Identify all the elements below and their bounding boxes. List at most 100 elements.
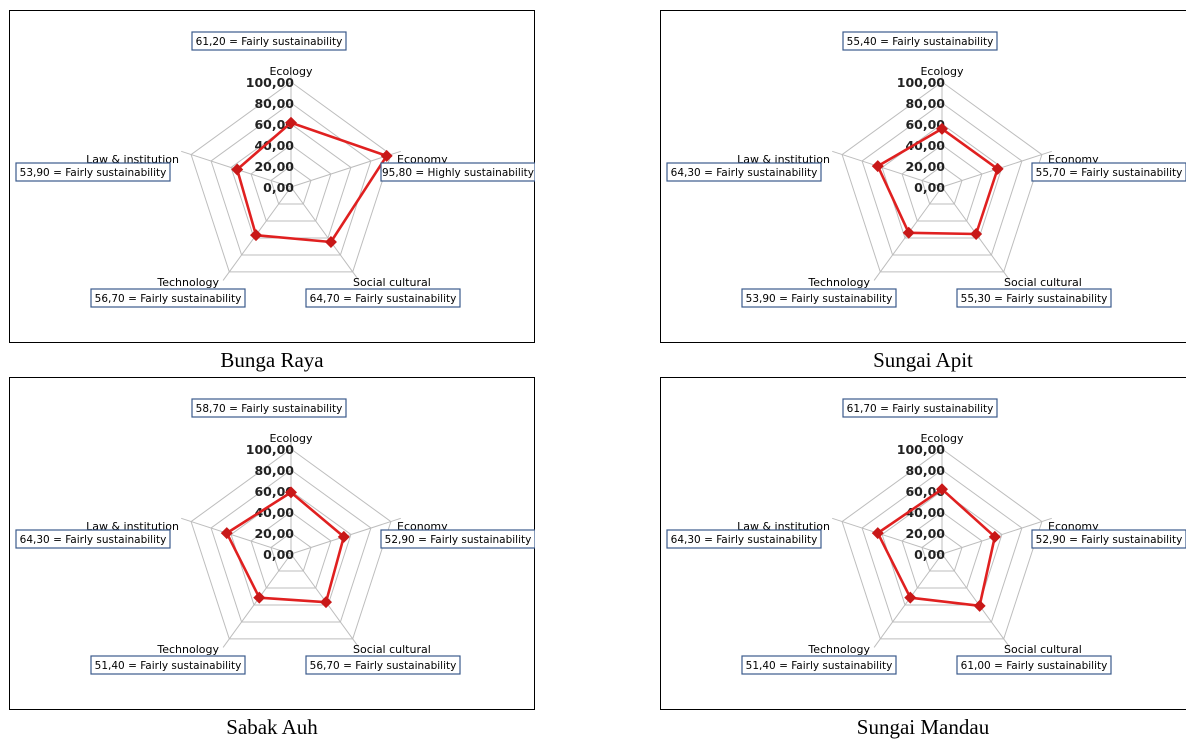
value-label-box: 61,70 = Fairly sustainability — [842, 398, 998, 418]
grid-spoke — [941, 553, 1011, 648]
value-label-box: 61,00 = Fairly sustainability — [956, 655, 1112, 675]
value-label-text: 53,90 = Fairly sustainability — [746, 293, 893, 305]
axis-label: Social cultural — [1004, 643, 1082, 656]
grid-ring — [250, 511, 332, 589]
tick-label: 0,00 — [263, 180, 294, 195]
tick-label: 40,00 — [254, 138, 294, 153]
axis-label: Ecology — [269, 65, 312, 78]
data-point-marker — [936, 122, 948, 135]
grid-ring — [921, 165, 963, 205]
tick-label: 60,00 — [905, 117, 945, 132]
series-line — [876, 487, 997, 608]
value-label-text: 51,40 = Fairly sustainability — [746, 660, 893, 672]
tick-label: 40,00 — [905, 505, 945, 520]
value-label-box: 55,30 = Fairly sustainability — [956, 288, 1112, 308]
data-point-marker — [337, 530, 350, 543]
data-point-marker — [936, 483, 948, 496]
value-label-text: 55,40 = Fairly sustainability — [847, 36, 994, 48]
grid-ring — [841, 448, 1043, 640]
data-point-marker — [973, 599, 986, 612]
value-label-box: 64,30 = Fairly sustainability — [666, 162, 822, 182]
tick-label: 20,00 — [254, 526, 294, 541]
axis-label: Ecology — [920, 432, 963, 445]
value-label-box: 64,30 = Fairly sustainability — [15, 529, 171, 549]
axis-label: Social cultural — [353, 643, 431, 656]
grid-spoke — [832, 517, 943, 555]
chart-caption: Sabak Auh — [226, 715, 318, 739]
grid-ring — [861, 469, 1023, 623]
value-label-text: 58,70 = Fairly sustainability — [196, 403, 343, 415]
value-label-text: 53,90 = Fairly sustainability — [20, 167, 167, 179]
chart-caption: Bunga Raya — [220, 348, 324, 372]
value-label-text: 55,30 = Fairly sustainability — [961, 293, 1108, 305]
value-label-text: 56,70 = Fairly sustainability — [95, 293, 242, 305]
value-label-text: 52,90 = Fairly sustainability — [1036, 534, 1183, 546]
axis-label: Technology — [156, 276, 219, 289]
axis-label: Social cultural — [353, 276, 431, 289]
value-label-box: 51,40 = Fairly sustainability — [741, 655, 897, 675]
tick-label: 100,00 — [897, 442, 946, 457]
data-point-marker — [253, 591, 266, 604]
value-label-text: 51,40 = Fairly sustainability — [95, 660, 242, 672]
data-point-marker — [991, 162, 1004, 175]
value-label-box: 52,90 = Fairly sustainability — [1031, 529, 1186, 549]
tick-label: 20,00 — [905, 526, 945, 541]
tick-label: 100,00 — [246, 75, 295, 90]
radar-panel-sungai-mandau: 0,00 20,00 40,00 60,00 80,00 100,00 Ecology Eco… — [660, 377, 1186, 739]
axis-label: Technology — [807, 276, 870, 289]
data-point-marker — [904, 591, 917, 604]
value-label-box: 56,70 = Fairly sustainability — [305, 655, 461, 675]
grid-ring — [210, 102, 372, 256]
data-point-marker — [380, 149, 393, 162]
value-label-box: 56,70 = Fairly sustainability — [90, 288, 246, 308]
axis-label: Social cultural — [1004, 276, 1082, 289]
tick-label: 80,00 — [254, 96, 294, 111]
value-label-box: 95,80 = Highly sustainability — [380, 162, 535, 182]
grid-ring — [230, 490, 352, 606]
grid-ring — [270, 165, 312, 205]
series-line — [876, 127, 999, 236]
value-label-text: 64,70 = Fairly sustainability — [310, 293, 457, 305]
grid-ring — [190, 448, 392, 640]
grid-ring — [901, 511, 983, 589]
value-label-text: 61,00 = Fairly sustainability — [961, 660, 1108, 672]
radar-grid — [832, 438, 1052, 648]
chart-caption: Sungai Mandau — [856, 715, 990, 739]
tick-label: 80,00 — [254, 463, 294, 478]
radar-panel-sabak-auh: 0,00 20,00 40,00 60,00 80,00 100,00 Ecology Eco… — [9, 377, 535, 739]
value-label-text: 61,20 = Fairly sustainability — [196, 36, 343, 48]
value-label-box: 52,90 = Fairly sustainability — [380, 529, 535, 549]
value-label-text: 56,70 = Fairly sustainability — [310, 660, 457, 672]
axis-label: Ecology — [920, 65, 963, 78]
grid-ring — [190, 81, 392, 273]
data-point-marker — [871, 527, 884, 540]
series-line — [235, 121, 389, 244]
axis-label: Technology — [807, 643, 870, 656]
value-label-text: 55,70 = Fairly sustainability — [1036, 167, 1183, 179]
data-point-marker — [250, 229, 263, 242]
data-point-marker — [871, 160, 884, 173]
axis-label: Ecology — [269, 432, 312, 445]
data-point-marker — [285, 116, 297, 129]
chart-caption: Sungai Apit — [873, 348, 973, 372]
data-point-marker — [220, 527, 233, 540]
grid-spoke — [181, 517, 292, 555]
data-point-marker — [988, 530, 1001, 543]
tick-label: 0,00 — [263, 547, 294, 562]
radar-panel-bunga-raya: 0,00 20,00 40,00 60,00 80,00 100,00 Ecology Eco… — [9, 10, 535, 372]
value-label-box: 64,70 = Fairly sustainability — [305, 288, 461, 308]
value-label-box: 58,70 = Fairly sustainability — [191, 398, 347, 418]
data-point-marker — [970, 227, 983, 240]
value-label-text: 64,30 = Fairly sustainability — [671, 534, 818, 546]
radar-panel-sungai-apit: 0,00 20,00 40,00 60,00 80,00 100,00 Ecology Eco… — [660, 10, 1186, 372]
data-point-marker — [324, 235, 337, 248]
tick-label: 100,00 — [897, 75, 946, 90]
value-label-text: 64,30 = Fairly sustainability — [20, 534, 167, 546]
grid-ring — [921, 532, 963, 572]
tick-label: 40,00 — [905, 138, 945, 153]
grid-ring — [841, 81, 1043, 273]
value-label-text: 64,30 = Fairly sustainability — [671, 167, 818, 179]
data-point-marker — [319, 596, 332, 609]
data-point-marker — [902, 226, 915, 239]
tick-label: 0,00 — [914, 180, 945, 195]
